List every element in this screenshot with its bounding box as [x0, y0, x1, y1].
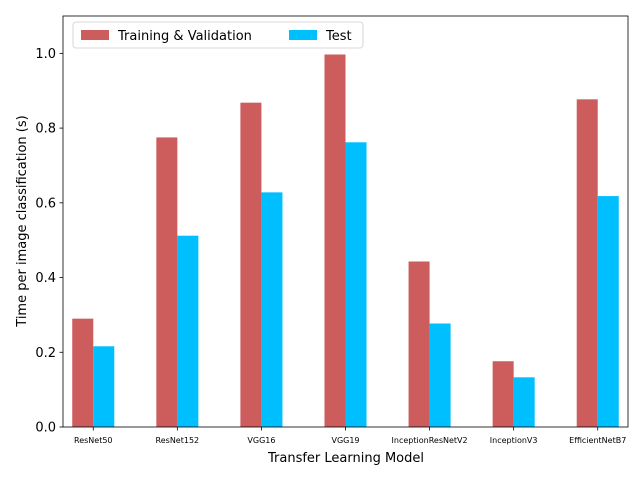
bar-test-inceptionresnetv2 [429, 323, 451, 427]
x-tick-label: InceptionV3 [490, 436, 538, 445]
x-axis-label: Transfer Learning Model [267, 451, 424, 466]
legend-box [72, 21, 364, 49]
y-axis-label: Time per image classification (s) [15, 115, 30, 327]
x-tick-label: VGG16 [247, 436, 275, 445]
y-tick-label: 0.6 [35, 196, 56, 211]
bar-test-resnet152 [177, 235, 199, 427]
bar-training-validation-inceptionv3 [492, 361, 514, 427]
bar-training-validation-resnet50 [72, 318, 94, 427]
y-tick-label: 0.8 [35, 122, 56, 137]
bar-training-validation-vgg19 [324, 54, 346, 427]
y-tick-label: 1.0 [35, 47, 56, 62]
bar-test-vgg16 [261, 192, 283, 427]
bar-test-inceptionv3 [513, 377, 535, 427]
legend-swatch [289, 30, 317, 40]
bar-test-resnet50 [93, 346, 115, 427]
legend-label: Training & Validation [117, 29, 252, 44]
axes-frame [62, 15, 629, 428]
y-tick-label: 0.4 [35, 271, 56, 286]
legend: Training & Validation Test [72, 21, 364, 49]
legend-swatch [81, 30, 109, 40]
x-tick-label: InceptionResNetV2 [392, 436, 468, 445]
y-tick-label: 0.0 [35, 421, 56, 436]
x-tick-label: ResNet152 [156, 436, 200, 445]
bar-training-validation-vgg16 [240, 102, 262, 428]
bar-test-efficientnetb7 [597, 196, 619, 427]
bar-training-validation-resnet152 [156, 137, 178, 427]
x-tick-label: VGG19 [331, 436, 359, 445]
bar-test-vgg19 [345, 142, 367, 428]
x-tick-label: ResNet50 [74, 436, 113, 445]
x-tick-label: EfficientNetB7 [569, 436, 626, 445]
y-tick-label: 0.2 [35, 346, 56, 361]
bar-training-validation-inceptionresnetv2 [408, 261, 430, 427]
bar-training-validation-efficientnetb7 [576, 99, 598, 427]
legend-label: Test [325, 29, 352, 44]
plot-area: ResNet50 ResNet152 VGG16 VGG19 InceptionResN… [35, 15, 629, 445]
